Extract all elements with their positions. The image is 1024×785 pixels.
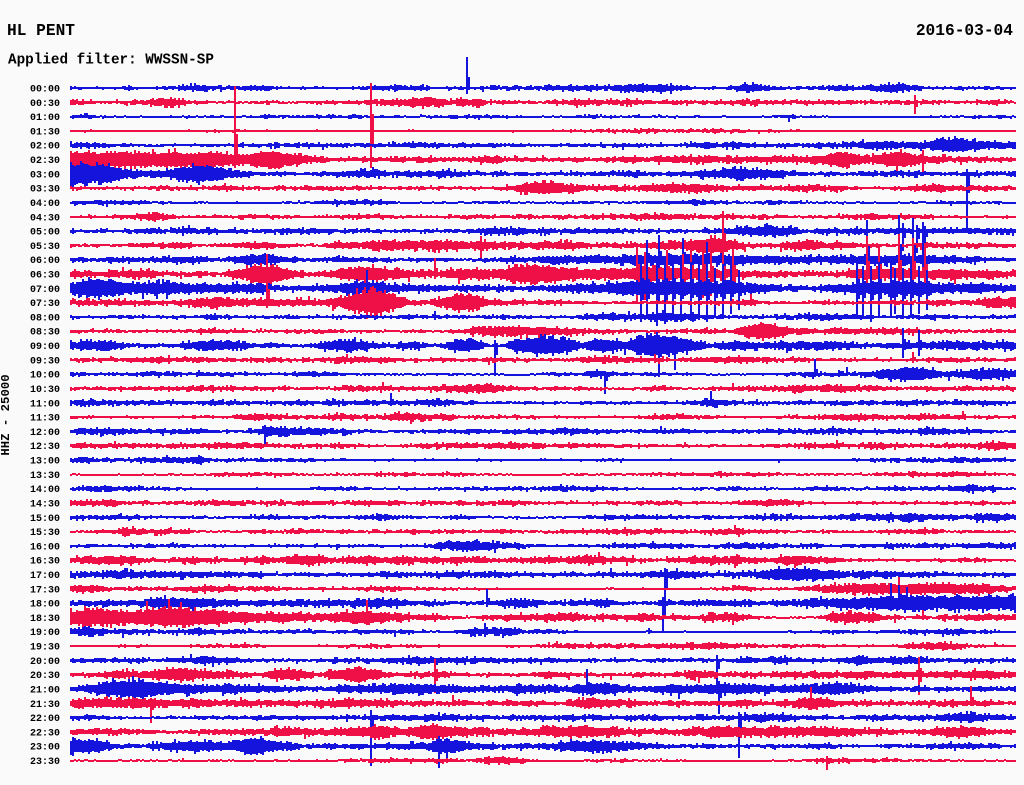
svg-text:23:30: 23:30 <box>30 757 60 768</box>
svg-text:13:00: 13:00 <box>30 457 60 468</box>
svg-text:04:30: 04:30 <box>30 213 60 224</box>
svg-text:04:00: 04:00 <box>30 199 60 210</box>
svg-text:07:00: 07:00 <box>30 285 60 296</box>
svg-text:07:30: 07:30 <box>30 299 60 310</box>
svg-text:15:00: 15:00 <box>30 514 60 525</box>
svg-text:00:00: 00:00 <box>30 85 60 96</box>
svg-text:21:30: 21:30 <box>30 700 60 711</box>
svg-text:HL PENT: HL PENT <box>7 22 75 40</box>
svg-text:16:30: 16:30 <box>30 557 60 568</box>
svg-text:18:30: 18:30 <box>30 614 60 625</box>
svg-text:2016-03-04: 2016-03-04 <box>916 22 1013 40</box>
svg-text:01:00: 01:00 <box>30 113 60 124</box>
svg-text:12:30: 12:30 <box>30 442 60 453</box>
svg-text:22:00: 22:00 <box>30 714 60 725</box>
svg-text:08:00: 08:00 <box>30 313 60 324</box>
svg-text:10:30: 10:30 <box>30 385 60 396</box>
svg-text:23:00: 23:00 <box>30 743 60 754</box>
svg-text:18:00: 18:00 <box>30 600 60 611</box>
svg-text:15:30: 15:30 <box>30 528 60 539</box>
svg-text:HHZ - 25000: HHZ - 25000 <box>0 374 13 455</box>
svg-text:09:30: 09:30 <box>30 356 60 367</box>
svg-text:21:00: 21:00 <box>30 686 60 697</box>
svg-text:Applied filter: WWSSN-SP: Applied filter: WWSSN-SP <box>8 53 214 69</box>
svg-text:03:00: 03:00 <box>30 170 60 181</box>
svg-text:03:30: 03:30 <box>30 185 60 196</box>
svg-text:12:00: 12:00 <box>30 428 60 439</box>
svg-text:14:30: 14:30 <box>30 499 60 510</box>
svg-text:11:30: 11:30 <box>30 414 60 425</box>
svg-text:22:30: 22:30 <box>30 728 60 739</box>
svg-text:14:00: 14:00 <box>30 485 60 496</box>
svg-text:20:00: 20:00 <box>30 657 60 668</box>
svg-text:01:30: 01:30 <box>30 127 60 138</box>
svg-text:02:00: 02:00 <box>30 142 60 153</box>
svg-text:17:00: 17:00 <box>30 571 60 582</box>
svg-text:11:00: 11:00 <box>30 399 60 410</box>
svg-text:06:00: 06:00 <box>30 256 60 267</box>
svg-text:19:30: 19:30 <box>30 643 60 654</box>
svg-text:02:30: 02:30 <box>30 156 60 167</box>
svg-text:16:00: 16:00 <box>30 542 60 553</box>
svg-text:09:00: 09:00 <box>30 342 60 353</box>
svg-text:06:30: 06:30 <box>30 271 60 282</box>
svg-text:05:30: 05:30 <box>30 242 60 253</box>
svg-text:08:30: 08:30 <box>30 328 60 339</box>
svg-text:19:00: 19:00 <box>30 628 60 639</box>
svg-text:05:00: 05:00 <box>30 228 60 239</box>
svg-text:20:30: 20:30 <box>30 671 60 682</box>
svg-text:13:30: 13:30 <box>30 471 60 482</box>
svg-text:17:30: 17:30 <box>30 585 60 596</box>
svg-text:00:30: 00:30 <box>30 99 60 110</box>
svg-text:10:00: 10:00 <box>30 371 60 382</box>
